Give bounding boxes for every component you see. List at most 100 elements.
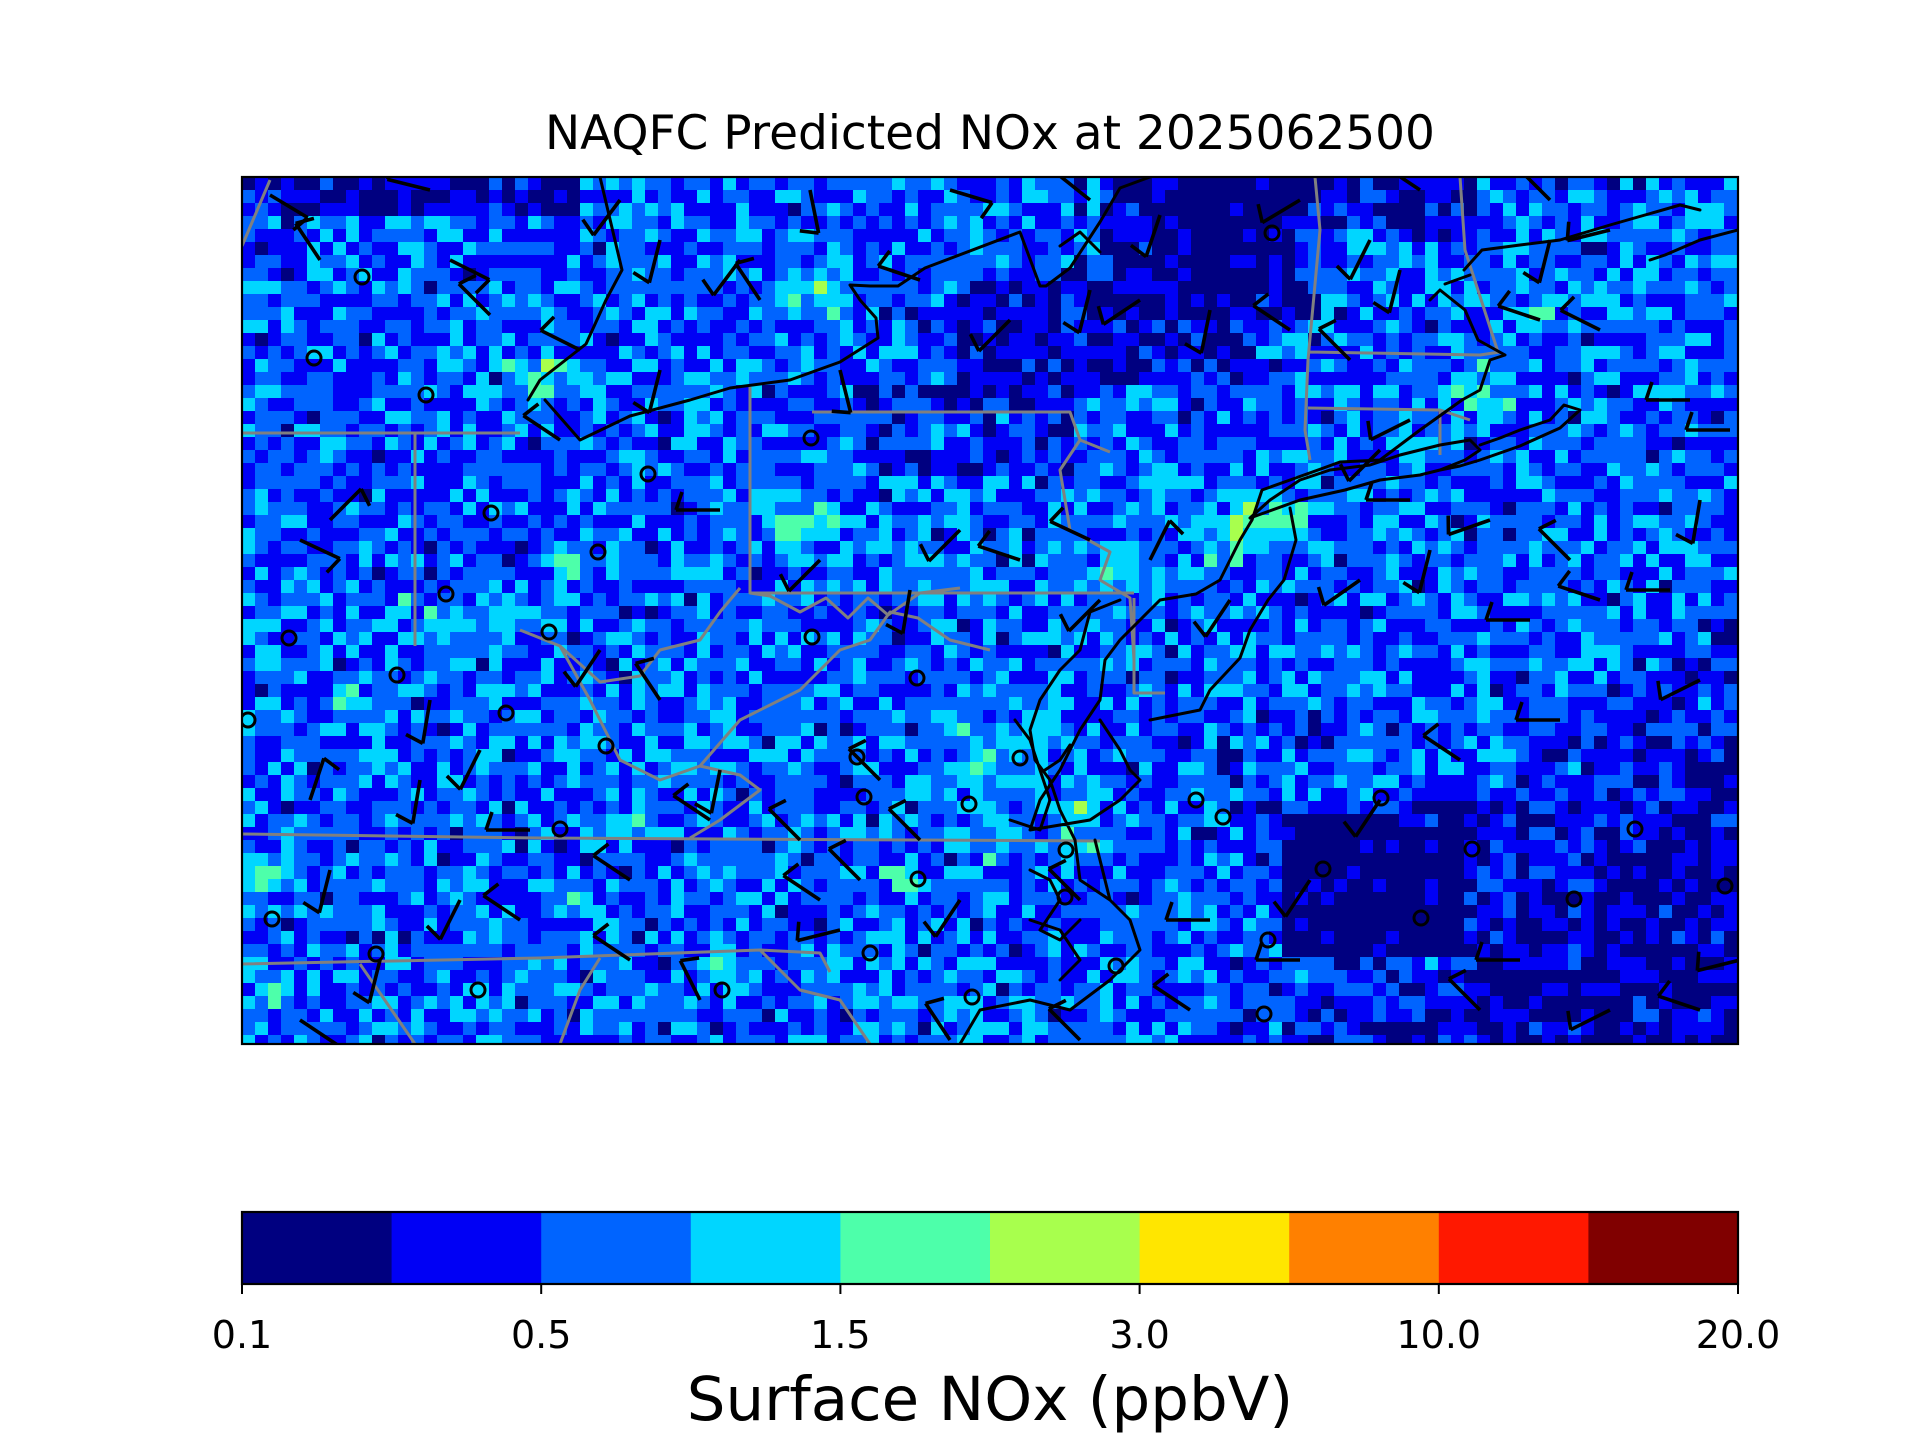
wind-barb (1684, 411, 1730, 432)
wind-barb (887, 798, 922, 842)
wind-barb (634, 656, 662, 701)
wind-barb (395, 779, 422, 825)
wind-barb (1058, 598, 1102, 633)
wind-barb (445, 749, 482, 791)
station-marker (1187, 791, 1205, 809)
wind-barb (1556, 569, 1601, 602)
wind-barb (976, 529, 1021, 562)
wind-barb (457, 273, 492, 317)
station-marker (1463, 840, 1481, 858)
station-marker (1056, 888, 1074, 906)
wind-barb (405, 699, 432, 745)
wind-barb (922, 899, 962, 938)
wind-barb (1537, 518, 1572, 562)
station-marker (469, 981, 487, 999)
station-marker (908, 669, 926, 687)
wind-barb (1402, 549, 1432, 595)
wind-barb (678, 956, 702, 1001)
station-marker (1107, 957, 1125, 975)
wind-barb (482, 882, 521, 922)
colorbar-tick-label: 10.0 (1396, 1313, 1482, 1357)
map-title: NAQFC Predicted NOx at 2025062500 (545, 106, 1435, 161)
wind-barb (1656, 678, 1701, 702)
station-marker (437, 585, 455, 603)
wind-barb (767, 798, 802, 842)
wind-barb (1366, 418, 1411, 442)
wind-barb (1062, 289, 1092, 335)
wind-barb (1447, 968, 1482, 1012)
station-marker (597, 737, 615, 755)
colorbar-segment (242, 1212, 393, 1284)
wind-barb (299, 1018, 338, 1044)
station-marker (497, 704, 515, 722)
wind-barb (328, 487, 372, 522)
wind-barb (1047, 858, 1082, 902)
state-borders (242, 177, 1501, 1044)
station-marker (280, 629, 298, 647)
station-marker (263, 910, 281, 928)
station-marker (242, 711, 257, 729)
colorbar-frame (240, 1210, 1740, 1286)
station-marker (1259, 931, 1277, 949)
wind-barb (1496, 289, 1541, 322)
wind-barb (1566, 1008, 1611, 1032)
station-marker (540, 623, 558, 641)
station-marker (1716, 877, 1734, 895)
colorbar-label: Surface NOx (ppbV) (686, 1364, 1294, 1435)
wind-barb (632, 239, 662, 285)
nox-field (242, 177, 1738, 1044)
wind-barb (1514, 701, 1560, 722)
wind-barb (1272, 879, 1312, 918)
wind-barbs (269, 177, 1738, 1044)
wind-barb (827, 838, 862, 882)
wind-barb (847, 738, 882, 782)
wind-barb (1656, 979, 1701, 1012)
wind-barb (782, 862, 821, 902)
wind-barb (734, 256, 762, 301)
wind-barb (562, 649, 602, 688)
wind-barb (876, 249, 921, 282)
colorbar-tick-label: 0.1 (211, 1313, 273, 1357)
wind-barb (1048, 506, 1091, 542)
station-marker (1412, 909, 1430, 927)
wind-barb (1316, 578, 1362, 607)
wind-barb (672, 782, 711, 822)
station-marker (1626, 820, 1644, 838)
wind-barb (1148, 519, 1185, 561)
station-marker (1263, 224, 1281, 242)
coastlines (526, 177, 1738, 1044)
wind-barb (1164, 901, 1210, 922)
station-marker (803, 628, 821, 646)
wind-barb (778, 558, 822, 593)
coastline (526, 177, 1738, 1044)
wind-barb (1422, 722, 1461, 762)
colorbar-tick-label: 0.5 (510, 1313, 572, 1357)
wind-barb (1644, 381, 1690, 402)
wind-barb (484, 811, 530, 832)
state-border (242, 177, 1501, 1044)
wind-barb (1335, 239, 1372, 281)
station-marker (482, 504, 500, 522)
wind-barb (795, 921, 841, 943)
wind-barb (1372, 269, 1402, 315)
colorbar-segment (1139, 1212, 1290, 1284)
colorbar-segment (1588, 1212, 1739, 1284)
wind-barb (592, 922, 631, 962)
colorbar-tick-label: 1.5 (810, 1313, 871, 1357)
wind-barb (1096, 298, 1141, 326)
wind-barb (1342, 799, 1382, 838)
wind-barb (1484, 601, 1530, 622)
wind-barb (425, 899, 462, 941)
wind-barb (299, 538, 342, 574)
wind-barb (1184, 309, 1212, 355)
colorbar-segment (541, 1212, 692, 1284)
map-frame (240, 175, 1740, 1046)
wind-barb (694, 769, 722, 815)
wind-barb (1474, 941, 1520, 962)
wind-barb (1152, 972, 1191, 1012)
wind-barb (352, 959, 382, 1005)
wind-barb (1252, 292, 1291, 332)
station-marker (909, 870, 927, 888)
wind-barb (632, 369, 662, 415)
